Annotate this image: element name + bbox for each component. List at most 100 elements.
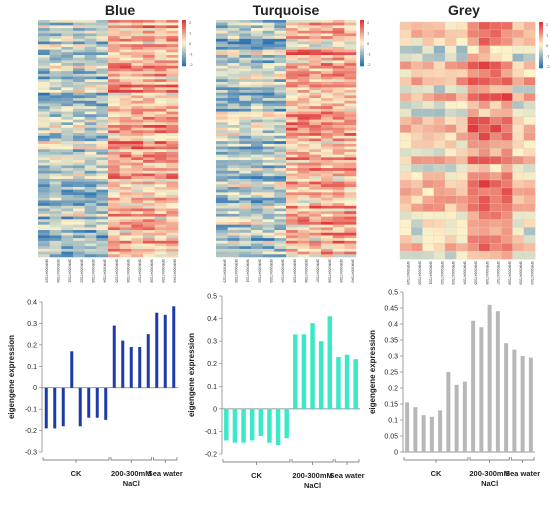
heatmap-cell <box>84 108 97 112</box>
heatmap-cell <box>38 173 50 177</box>
heatmap-cell <box>119 224 132 228</box>
heatmap-cell <box>309 146 322 150</box>
heatmap-cell <box>143 100 155 104</box>
column-label: SRR00047331 <box>68 259 72 283</box>
heatmap-cell <box>332 33 345 37</box>
heatmap-cell <box>73 95 85 99</box>
heatmap-cell <box>216 71 228 75</box>
heatmap-cell <box>274 251 287 255</box>
heatmap-cell <box>344 246 357 250</box>
heatmap-cell <box>61 100 74 104</box>
heatmap-cell <box>227 227 240 231</box>
heatmap-cell <box>143 73 155 77</box>
heatmap-cell <box>38 135 50 139</box>
heatmap-cell <box>478 92 491 102</box>
heatmap-cell <box>251 60 263 64</box>
heatmap-cell <box>227 57 240 61</box>
heatmap-cell <box>61 162 74 166</box>
heatmap-cell <box>143 25 155 29</box>
heatmap-cell <box>143 92 155 96</box>
heatmap-cell <box>297 114 310 118</box>
heatmap-cell <box>274 141 287 145</box>
heatmap-cell <box>38 44 50 48</box>
heatmap-cell <box>344 84 357 88</box>
heatmap-cell <box>216 173 228 177</box>
heatmap-cell <box>108 76 120 80</box>
heatmap-cell <box>61 203 74 207</box>
heatmap-cell <box>344 192 357 196</box>
heatmap-cell <box>344 186 357 190</box>
heatmap-cell <box>344 189 357 193</box>
heatmap-cell <box>73 44 85 48</box>
heatmap-cell <box>478 132 491 141</box>
heatmap-cell <box>227 176 240 180</box>
heatmap-cell <box>61 176 74 180</box>
heatmap-cell <box>166 25 179 29</box>
heatmap-cell <box>227 221 240 225</box>
heatmap-cell <box>84 146 97 150</box>
heatmap-cell <box>84 195 97 199</box>
heatmap-cell <box>216 106 228 110</box>
heatmap-cell <box>262 73 275 77</box>
y-tick-label: 0.4 <box>207 316 217 323</box>
heatmap-cell <box>119 65 132 69</box>
heatmap-cell <box>166 173 179 177</box>
heatmap-cell <box>216 20 228 23</box>
heatmap-cell <box>166 238 179 242</box>
heatmap-cell <box>143 57 155 61</box>
heatmap-cell <box>61 108 74 112</box>
heatmap-cell <box>251 208 263 212</box>
heatmap-cell <box>286 165 298 169</box>
heatmap-cell <box>108 254 120 258</box>
heatmap-cell <box>108 151 120 155</box>
y-tick-label: -0.1 <box>205 429 217 436</box>
heatmap-cell <box>38 168 50 172</box>
heatmap-cell <box>131 165 144 169</box>
heatmap-cell <box>131 170 144 174</box>
heatmap-cell <box>309 211 322 215</box>
heatmap-cell <box>262 205 275 209</box>
heatmap-cell <box>523 243 536 252</box>
heatmap-cell <box>251 73 263 77</box>
heatmap-cell <box>297 90 310 94</box>
heatmap-cell <box>239 189 252 193</box>
heatmap-cell <box>456 132 468 141</box>
heatmap-cell <box>286 203 298 207</box>
heatmap-cell <box>131 211 144 215</box>
heatmap-cell <box>227 173 240 177</box>
heatmap-cell <box>227 81 240 85</box>
heatmap-cell <box>61 63 74 67</box>
heatmap-cell <box>274 248 287 252</box>
heatmap-cell <box>286 213 298 217</box>
heatmap-cell <box>166 211 179 215</box>
heatmap-cell <box>119 76 132 80</box>
heatmap-cell <box>239 184 252 188</box>
heatmap-cell <box>166 20 179 23</box>
heatmap-cell <box>119 68 132 72</box>
heatmap-cell <box>108 127 120 131</box>
heatmap-cell <box>49 195 62 199</box>
heatmap-cell <box>96 243 109 247</box>
heatmap-cell <box>131 71 144 75</box>
heatmap-cell <box>154 211 167 215</box>
heatmap-cell <box>286 151 298 155</box>
heatmap-cell <box>38 84 50 88</box>
colorbar-step <box>360 26 364 30</box>
heatmap-cell <box>456 156 468 165</box>
heatmap-cell <box>399 148 412 157</box>
heatmap-cell <box>274 87 287 91</box>
heatmap-cell <box>274 184 287 188</box>
heatmap-cell <box>433 195 446 205</box>
heatmap-cell <box>321 73 333 77</box>
heatmap-cell <box>411 148 423 157</box>
heatmap-cell <box>239 162 252 166</box>
heatmap-cell <box>478 21 491 31</box>
heatmap-cell <box>309 189 322 193</box>
heatmap-cell <box>216 160 228 164</box>
heatmap-cell <box>119 116 132 120</box>
heatmap-cell <box>216 135 228 139</box>
heatmap-cell <box>297 138 310 142</box>
heatmap-cell <box>274 44 287 48</box>
colorbar-step <box>182 47 186 51</box>
heatmap-cell <box>84 122 97 126</box>
